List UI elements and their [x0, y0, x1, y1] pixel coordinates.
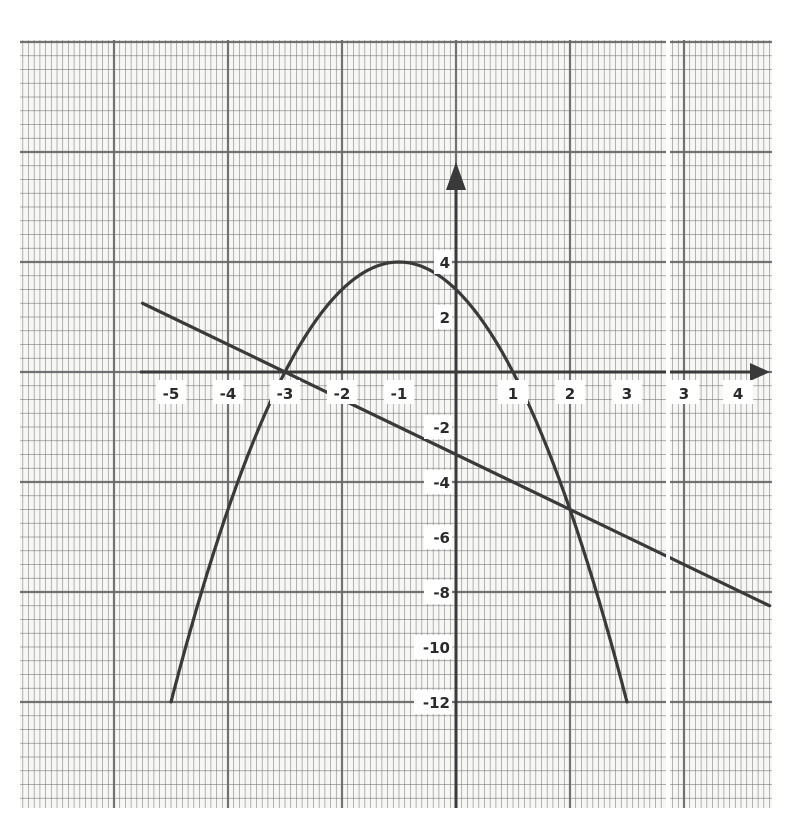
x-tick-label-bg [669, 380, 699, 404]
y-tick-label-bg [424, 415, 452, 439]
y-tick-label: -6 [433, 529, 450, 547]
x-tick-label: -1 [391, 385, 408, 403]
x-tick-label-bg [270, 380, 300, 404]
x-tick-label-bg [723, 380, 754, 404]
y-tick-label-bg [414, 690, 452, 714]
x-tick-label-bg [156, 380, 186, 404]
y-tick-labels: 4 2 -2 -4 -6 -8 -10 -12 [414, 250, 452, 714]
x-tick-label-bg [327, 380, 357, 404]
x-tick-label: 3 [679, 385, 689, 403]
parabola-curve [169, 260, 629, 704]
x-tick-label-bg [213, 380, 243, 404]
grid [20, 40, 772, 808]
x-tick-label: 1 [508, 385, 518, 403]
x-tick-label-bg [612, 380, 642, 404]
y-tick-label-bg [424, 470, 452, 494]
x-tick-labels: -5 -4 -3 -2 -1 1 2 3 3 4 [156, 380, 754, 404]
x-tick-label: 2 [565, 385, 575, 403]
axes [140, 162, 770, 808]
x-tick-label: -5 [163, 385, 180, 403]
y-tick-label: -2 [433, 419, 450, 437]
y-axis-arrow-icon [446, 162, 466, 190]
x-tick-label: -2 [334, 385, 351, 403]
y-tick-label-bg [434, 250, 452, 274]
straight-line [140, 301, 772, 608]
y-tick-label-bg [424, 580, 452, 604]
series-group [140, 260, 772, 704]
y-tick-label: -4 [433, 474, 450, 492]
y-tick-label-bg [434, 305, 452, 329]
y-tick-label: -8 [433, 584, 450, 602]
x-tick-label-bg [498, 380, 528, 404]
x-tick-label-bg [384, 380, 414, 404]
x-tick-label-bg [555, 380, 585, 404]
y-tick-label-bg [414, 635, 452, 659]
x-tick-label: -4 [220, 385, 237, 403]
x-axis-arrow-icon [750, 363, 770, 381]
y-tick-label-bg [424, 525, 452, 549]
x-tick-label: -3 [277, 385, 294, 403]
y-tick-label: 4 [440, 254, 450, 272]
y-tick-label: -12 [423, 694, 450, 712]
x-tick-label: 4 [733, 385, 743, 403]
y-tick-label: -10 [423, 639, 450, 657]
x-tick-label: 3 [622, 385, 632, 403]
y-tick-label: 2 [440, 309, 450, 327]
